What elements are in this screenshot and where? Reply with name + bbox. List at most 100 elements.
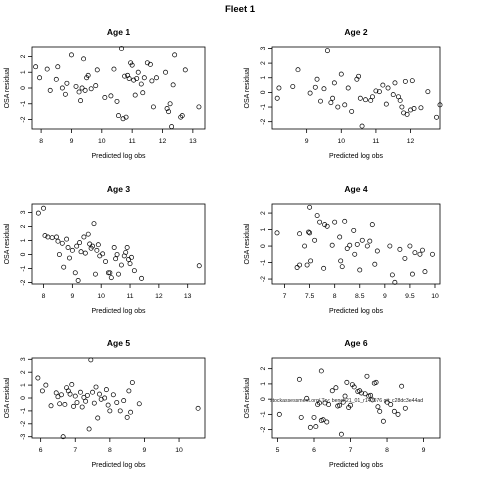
x-tick-label: 10 (175, 447, 183, 454)
data-point (169, 124, 175, 130)
data-point (377, 408, 383, 414)
data-point (342, 218, 348, 224)
data-point (179, 113, 185, 119)
data-point (131, 268, 137, 274)
data-point (73, 83, 79, 89)
data-point (88, 86, 94, 92)
data-point (108, 93, 114, 99)
data-point (126, 388, 132, 394)
x-tick-label: 7 (283, 293, 287, 300)
data-point (129, 62, 135, 68)
x-tick-label: 9 (305, 138, 309, 145)
data-point (59, 85, 65, 91)
x-tick-label: 6 (312, 447, 316, 454)
y-tick-label: 1 (260, 76, 267, 80)
data-point (65, 245, 71, 250)
data-point (129, 254, 134, 260)
data-point (364, 373, 370, 379)
x-tick-label: 6 (39, 447, 43, 454)
data-point (67, 255, 72, 261)
data-point (121, 398, 127, 404)
data-point (111, 245, 117, 250)
data-point (102, 395, 108, 401)
data-point (412, 250, 418, 256)
x-tick-label: 8 (42, 293, 46, 300)
x-tick-label: 12 (407, 138, 415, 145)
data-point (306, 229, 312, 235)
data-point (338, 431, 344, 437)
data-point (97, 253, 103, 259)
data-point (87, 241, 93, 247)
x-tick-label: 8 (39, 138, 43, 145)
x-tick-label: 9 (143, 447, 147, 454)
data-point (338, 71, 344, 77)
data-point (304, 262, 310, 268)
data-point (77, 389, 83, 395)
data-point (391, 408, 397, 414)
data-point (53, 76, 59, 82)
data-point (136, 401, 142, 407)
data-point (102, 95, 108, 100)
data-point (359, 123, 365, 129)
data-point (312, 84, 318, 90)
data-point (321, 265, 327, 271)
y-tick-label: -2 (20, 116, 27, 122)
data-point (103, 387, 109, 393)
data-point (39, 388, 45, 394)
data-point (295, 67, 301, 73)
plot-frame (271, 357, 441, 439)
data-point (119, 46, 124, 52)
data-point (141, 75, 147, 81)
data-point (402, 78, 408, 84)
data-point (399, 383, 405, 389)
x-tick-label: 10 (337, 138, 345, 145)
data-point (114, 400, 120, 405)
data-point (321, 86, 327, 92)
data-point (367, 238, 373, 244)
y-tick-label: -1 (260, 104, 267, 110)
data-point (335, 104, 341, 110)
data-point (324, 48, 330, 54)
x-tick-label: 8 (333, 293, 337, 300)
data-point (387, 243, 393, 249)
data-point (123, 114, 129, 120)
y-axis-label: OSA residual (4, 377, 11, 418)
panel-title: Age 5 (107, 338, 130, 348)
data-point (274, 95, 280, 101)
data-point (79, 404, 85, 410)
data-point (418, 105, 424, 111)
data-point (103, 259, 108, 264)
data-point (322, 222, 328, 228)
data-point (107, 270, 113, 276)
data-point (35, 210, 41, 216)
y-tick-label: -1 (20, 408, 27, 414)
data-point (123, 249, 129, 255)
x-tick-label: 7 (73, 447, 77, 454)
data-point (302, 243, 308, 249)
data-point (84, 392, 90, 398)
y-axis-label: OSA residual (4, 67, 11, 108)
data-point (92, 271, 98, 277)
data-point (407, 243, 413, 249)
data-point (337, 402, 343, 408)
data-point (117, 408, 123, 414)
y-tick-label: 3 (260, 46, 267, 50)
x-axis-label: Predicted log obs (329, 308, 384, 315)
panel-title: Age 6 (344, 338, 367, 348)
data-point (147, 61, 153, 67)
x-axis-label: Predicted log obs (91, 308, 146, 315)
data-point (167, 101, 173, 107)
data-point (397, 97, 403, 103)
plot-frame (31, 46, 206, 130)
data-point (114, 252, 120, 257)
y-tick-label: 0 (20, 86, 27, 90)
data-point (376, 89, 382, 95)
data-point (72, 393, 78, 399)
data-point (138, 81, 144, 87)
y-tick-label: -2 (260, 426, 267, 432)
data-point (308, 258, 314, 264)
data-point (357, 95, 363, 101)
data-point (75, 278, 81, 283)
data-point (107, 408, 113, 414)
